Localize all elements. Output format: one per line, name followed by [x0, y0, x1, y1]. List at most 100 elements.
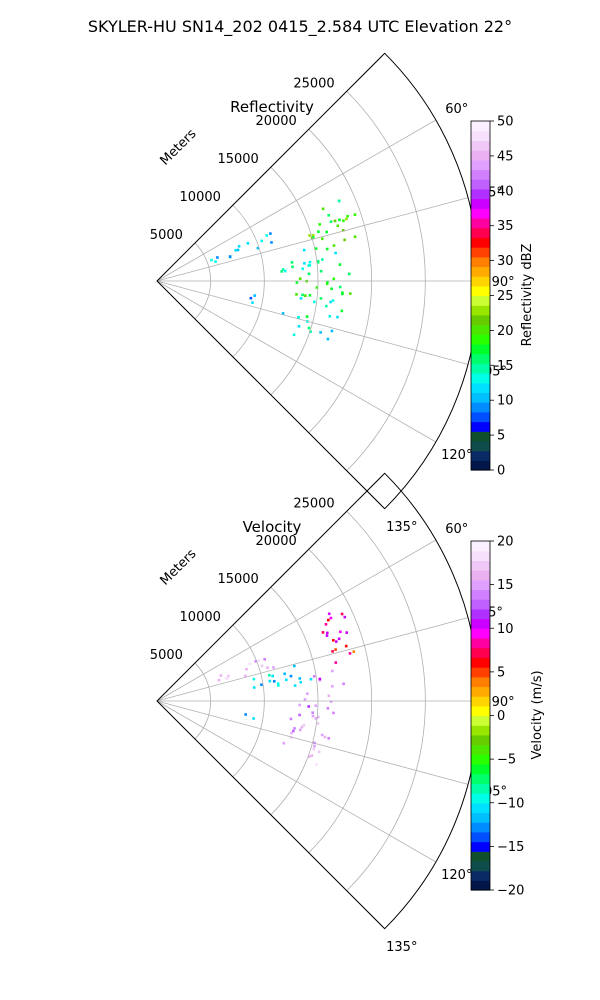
velocity-echo-pixel: [311, 711, 314, 714]
velocity-echo-pixel: [315, 763, 318, 766]
reflectivity-echo-pixel: [302, 248, 306, 252]
reflectivity-echo-pixel: [325, 282, 329, 286]
velocity-echo-pixel: [244, 674, 247, 678]
velocity-echo-pixel: [339, 630, 342, 634]
reflectivity-echo-pixel: [325, 304, 328, 308]
reflectivity-echo-pixel: [281, 312, 285, 315]
velocity-colorbar-segment: [471, 734, 490, 746]
reflectivity-echo-pixel: [312, 234, 315, 237]
velocity-echo-pixel: [306, 692, 309, 695]
reflectivity-echo-pixel: [298, 277, 302, 280]
reflectivity-colorbar-segment: [471, 392, 490, 403]
reflectivity-echo-region: [210, 232, 273, 263]
reflectivity-echo-pixel: [305, 315, 309, 318]
velocity-colorbar-segment: [471, 773, 490, 784]
reflectivity-echo-pixel: [313, 300, 316, 304]
velocity-echo-pixel: [316, 715, 320, 719]
reflectivity-echo-region: [249, 294, 256, 304]
velocity-colorbar-label: Velocity (m/s): [530, 670, 545, 759]
reflectivity-echo-pixel: [348, 272, 351, 276]
reflectivity-echo-pixel: [353, 235, 357, 238]
reflectivity-colorbar-tick-label: 0: [497, 464, 505, 479]
reflectivity-echo-pixel: [228, 255, 232, 258]
reflectivity-echo-pixel: [308, 294, 312, 297]
velocity-theta-tick-label: 90°: [492, 695, 515, 710]
velocity-colorbar-segment: [471, 599, 490, 610]
velocity-colorbar-segment: [471, 783, 490, 794]
velocity-colorbar-segment: [471, 725, 490, 736]
velocity-colorbar-segment: [471, 705, 490, 717]
reflectivity-echo-pixel: [304, 294, 307, 297]
reflectivity-theta-tick-label: 135°: [386, 520, 417, 535]
velocity-echo-pixel: [331, 685, 334, 688]
reflectivity-spoke: [156, 280, 469, 365]
reflectivity-echo-pixel: [280, 270, 283, 273]
reflectivity-colorbar-segment: [471, 140, 490, 151]
reflectivity-echo-pixel: [253, 294, 256, 297]
velocity-echo-pixel: [332, 711, 335, 715]
reflectivity-colorbar-segment: [471, 431, 490, 442]
reflectivity-echo-pixel: [332, 277, 336, 281]
velocity-echo-pixel: [329, 700, 333, 703]
reflectivity-colorbar-tick-label: 25: [497, 289, 514, 304]
velocity-colorbar-segment: [471, 880, 490, 891]
reflectivity-theta-tick-label: 90°: [492, 275, 515, 290]
reflectivity-echo-pixel: [331, 299, 335, 302]
velocity-echo-pixel: [227, 674, 230, 678]
reflectivity-spoke: [156, 280, 437, 443]
reflectivity-echo-pixel: [290, 261, 294, 264]
velocity-theta-tick-label: 60°: [445, 522, 468, 537]
velocity-echo-pixel: [268, 674, 271, 677]
velocity-echo-region: [331, 639, 356, 664]
velocity-echo-pixel: [293, 727, 296, 730]
velocity-echo-pixel: [313, 744, 316, 748]
velocity-colorbar-segment: [471, 618, 490, 629]
velocity-colorbar-tick-label: 5: [497, 665, 505, 680]
reflectivity-echo-pixel: [319, 331, 322, 334]
velocity-theta-tick-label: 135°: [386, 940, 417, 955]
velocity-echo-region: [244, 713, 255, 720]
velocity-echo-pixel: [276, 682, 280, 685]
reflectivity-echo-pixel: [345, 217, 348, 221]
reflectivity-colorbar-segment: [471, 334, 490, 345]
reflectivity-colorbar-segment: [471, 411, 490, 423]
velocity-echo-pixel: [312, 747, 316, 751]
reflectivity-echo-pixel: [338, 218, 341, 222]
velocity-echo-pixel: [244, 713, 247, 716]
velocity-echo-pixel: [317, 750, 321, 754]
velocity-panel: Velocity 50001000015000200002500060°75°9…: [150, 472, 545, 955]
reflectivity-echo-pixel: [260, 239, 263, 243]
reflectivity-echo-pixel: [237, 245, 241, 248]
reflectivity-colorbar-segment: [471, 256, 490, 268]
velocity-echo-pixel: [334, 661, 338, 664]
velocity-echo-pixel: [326, 631, 329, 635]
velocity-echo-pixel: [300, 725, 304, 729]
velocity-echo-pixel: [323, 735, 327, 739]
velocity-echo-pixel: [318, 677, 322, 681]
reflectivity-colorbar-segment: [471, 130, 490, 141]
reflectivity-r-tick-label: 5000: [150, 228, 183, 243]
reflectivity-colorbar-segment: [471, 266, 490, 277]
velocity-echo-pixel: [352, 650, 356, 653]
reflectivity-colorbar-segment: [471, 295, 490, 306]
velocity-echo-pixel: [335, 640, 338, 643]
reflectivity-echo-pixel: [283, 269, 287, 273]
velocity-echo-pixel: [224, 677, 228, 680]
velocity-echo-pixel: [248, 662, 252, 666]
velocity-colorbar-segment: [471, 851, 490, 862]
velocity-colorbar-segment: [471, 831, 490, 843]
velocity-colorbar-segment: [471, 560, 490, 571]
reflectivity-r-tick-label: 15000: [217, 152, 258, 167]
velocity-echo-pixel: [321, 631, 325, 634]
reflectivity-echo-pixel: [281, 268, 285, 271]
reflectivity-colorbar-segment: [471, 159, 490, 171]
reflectivity-echo-pixel: [295, 293, 298, 296]
velocity-echo-pixel: [271, 674, 274, 678]
reflectivity-echo-pixel: [333, 219, 337, 223]
reflectivity-echo-pixel: [236, 248, 240, 252]
reflectivity-echo-pixel: [299, 297, 303, 300]
reflectivity-colorbar-tick-label: 10: [497, 394, 514, 409]
reflectivity-echo-region: [318, 199, 349, 234]
reflectivity-echo-layer: [210, 199, 357, 341]
velocity-echo-pixel: [348, 652, 352, 655]
